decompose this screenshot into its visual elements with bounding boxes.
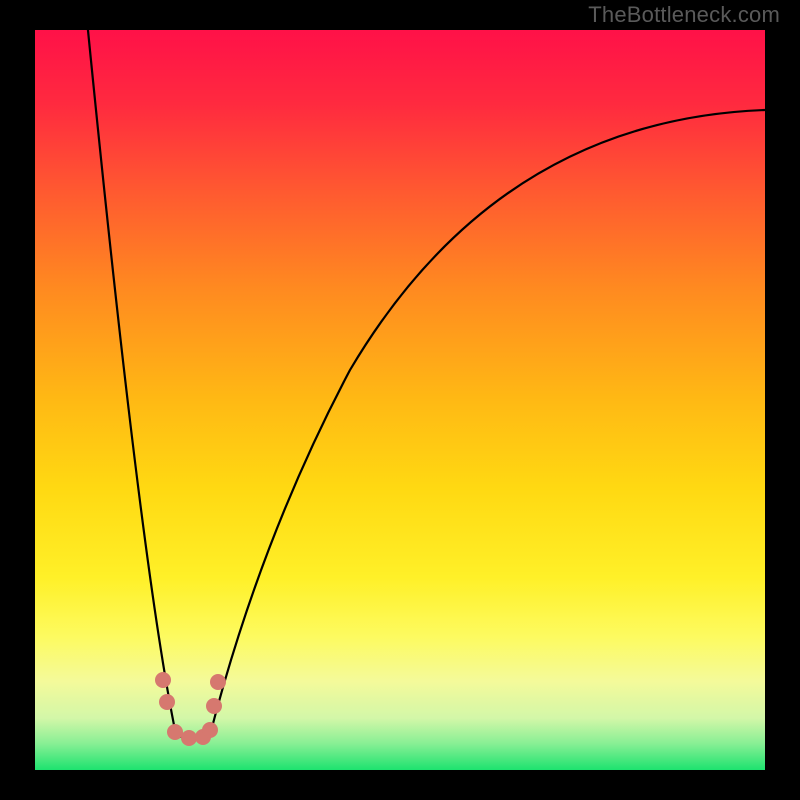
data-marker bbox=[202, 722, 218, 738]
watermark-text: TheBottleneck.com bbox=[588, 2, 780, 28]
curve-layer bbox=[35, 30, 765, 770]
data-marker bbox=[206, 698, 222, 714]
data-marker bbox=[210, 674, 226, 690]
plot-area bbox=[35, 30, 765, 770]
bottleneck-curve bbox=[85, 30, 765, 739]
chart-frame: TheBottleneck.com bbox=[0, 0, 800, 800]
data-marker bbox=[167, 724, 183, 740]
data-marker bbox=[159, 694, 175, 710]
data-marker bbox=[155, 672, 171, 688]
data-marker bbox=[181, 730, 197, 746]
